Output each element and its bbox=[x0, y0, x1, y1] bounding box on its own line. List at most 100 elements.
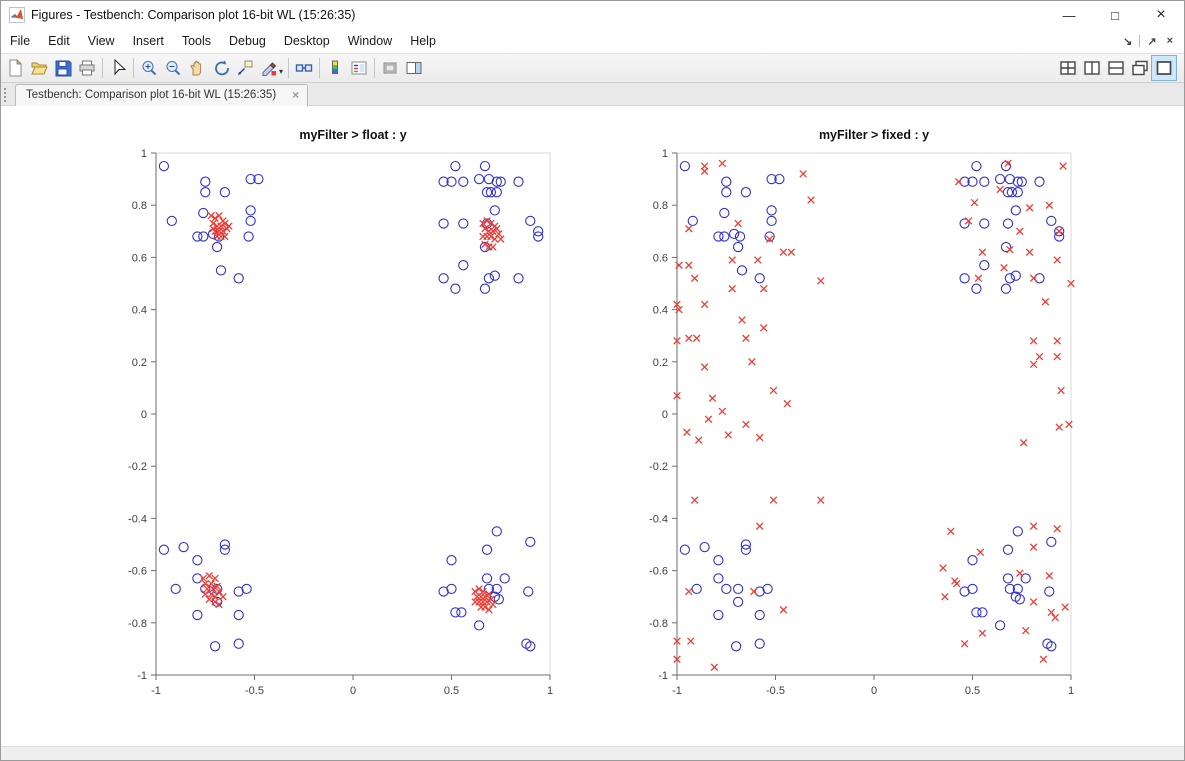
y-tick-label: 1 bbox=[141, 148, 147, 160]
pointer-icon[interactable] bbox=[106, 56, 130, 80]
y-tick-label: 0.2 bbox=[132, 357, 147, 369]
menu-help[interactable]: Help bbox=[410, 34, 436, 48]
plot-title: myFilter > float : y bbox=[299, 128, 406, 142]
y-tick-label: -0.6 bbox=[649, 566, 668, 578]
link-plots-icon[interactable] bbox=[292, 56, 316, 80]
x-tick-label: -0.5 bbox=[766, 685, 785, 697]
y-tick-label: -0.6 bbox=[128, 566, 147, 578]
tile-columns-icon[interactable] bbox=[1080, 56, 1104, 80]
tab-label: Testbench: Comparison plot 16-bit WL (15… bbox=[26, 89, 277, 101]
plot-title: myFilter > fixed : y bbox=[819, 128, 929, 142]
y-tick-label: -0.2 bbox=[128, 461, 147, 473]
menu-tools[interactable]: Tools bbox=[181, 34, 212, 48]
x-tick-label: 0.5 bbox=[965, 685, 980, 697]
y-tick-label: -0.8 bbox=[128, 618, 147, 630]
save-icon[interactable] bbox=[51, 56, 75, 80]
menu-debug[interactable]: Debug bbox=[229, 34, 266, 48]
window-title: Figures - Testbench: Comparison plot 16-… bbox=[31, 8, 356, 22]
dock-figure-icon[interactable]: ↘ bbox=[1123, 35, 1133, 48]
open-file-icon[interactable] bbox=[27, 56, 51, 80]
y-tick-label: 0.8 bbox=[132, 200, 147, 212]
print-icon[interactable] bbox=[75, 56, 99, 80]
figure-canvas: myFilter > float : y -1 -0.5 0 0.5 1 1 0.8 0.6 0.… bbox=[1, 106, 1184, 746]
y-tick-label: -1 bbox=[658, 670, 668, 682]
menu-view[interactable]: View bbox=[87, 34, 115, 48]
y-tick-label: 0.4 bbox=[653, 305, 668, 317]
menu-insert[interactable]: Insert bbox=[132, 34, 164, 48]
close-figure-icon[interactable]: × bbox=[1166, 35, 1173, 47]
y-tick-label: 0 bbox=[662, 409, 668, 421]
y-tick-label: 0.2 bbox=[653, 357, 668, 369]
colorbar-icon[interactable] bbox=[323, 56, 347, 80]
tab-bar: Testbench: Comparison plot 16-bit WL (15… bbox=[1, 83, 1184, 106]
tile-grid-icon[interactable] bbox=[1056, 56, 1080, 80]
pan-icon[interactable] bbox=[185, 56, 209, 80]
zoom-out-icon[interactable] bbox=[161, 56, 185, 80]
toolbar-separator bbox=[133, 58, 134, 78]
series-float-error bbox=[199, 211, 505, 614]
x-tick-label: -1 bbox=[151, 685, 161, 697]
data-cursor-icon[interactable] bbox=[233, 56, 257, 80]
x-tick-label: 0 bbox=[871, 685, 877, 697]
menu-edit[interactable]: Edit bbox=[48, 34, 70, 48]
toolbar-left-icons: ▾ bbox=[3, 56, 426, 80]
toolbar-layout-icons bbox=[1056, 55, 1184, 81]
tile-rows-icon[interactable] bbox=[1104, 56, 1128, 80]
show-plot-tools-icon[interactable] bbox=[402, 56, 426, 80]
undock-figure-icon[interactable]: ↗ bbox=[1147, 35, 1157, 48]
y-tick-label: -1 bbox=[137, 670, 147, 682]
x-tick-label: -1 bbox=[672, 685, 682, 697]
x-tick-label: -0.5 bbox=[245, 685, 264, 697]
plot-fixed: myFilter > fixed : y -1 -0.5 0 0.5 1 1 0.8 0.6 0.… bbox=[649, 128, 1075, 697]
toolbar-separator bbox=[288, 58, 290, 78]
toolbar-separator bbox=[319, 58, 321, 78]
zoom-in-icon[interactable] bbox=[137, 56, 161, 80]
title-bar: Figures - Testbench: Comparison plot 16-… bbox=[1, 1, 1184, 29]
menu-bar: File Edit View Insert Tools Debug Desktop Windo… bbox=[1, 29, 1184, 53]
close-button[interactable]: × bbox=[1156, 6, 1166, 23]
menu-file[interactable]: File bbox=[10, 34, 31, 48]
x-tick-label: 1 bbox=[1068, 685, 1074, 697]
menu-desktop[interactable]: Desktop bbox=[283, 34, 330, 48]
legend-icon[interactable] bbox=[347, 56, 371, 80]
series-float-output bbox=[158, 160, 544, 652]
y-tick-label: 0.8 bbox=[653, 200, 668, 212]
figure-toolbar: ▾ bbox=[1, 53, 1184, 83]
maximize-tab-icon[interactable] bbox=[1151, 55, 1177, 81]
y-tick-label: 1 bbox=[662, 148, 668, 160]
minimize-button[interactable]: — bbox=[1062, 7, 1076, 23]
y-tick-label: -0.8 bbox=[649, 618, 668, 630]
new-file-icon[interactable] bbox=[3, 56, 27, 80]
y-tick-label: 0.6 bbox=[132, 252, 147, 264]
dock-controls: ↘ ↗ × bbox=[1118, 35, 1184, 48]
float-windows-icon[interactable] bbox=[1128, 56, 1152, 80]
brush-icon[interactable] bbox=[257, 56, 281, 80]
series-fixed-output bbox=[679, 160, 1065, 652]
y-tick-label: -0.4 bbox=[128, 513, 147, 525]
tab-testbench-comparison[interactable]: Testbench: Comparison plot 16-bit WL (15… bbox=[15, 84, 309, 106]
y-tick-label: -0.4 bbox=[649, 513, 668, 525]
toolbar-separator bbox=[102, 58, 103, 78]
dock-separator bbox=[1139, 35, 1141, 47]
x-tick-label: 0.5 bbox=[444, 685, 459, 697]
rotate-3d-icon[interactable] bbox=[209, 56, 233, 80]
x-tick-label: 1 bbox=[547, 685, 553, 697]
series-fixed-error bbox=[673, 159, 1075, 671]
plot-float: myFilter > float : y -1 -0.5 0 0.5 1 1 0.8 0.6 0.… bbox=[128, 128, 553, 697]
window-controls: — □ × bbox=[1046, 1, 1184, 29]
y-tick-label: 0.4 bbox=[132, 305, 147, 317]
brush-dropdown-caret[interactable]: ▾ bbox=[279, 66, 284, 76]
menu-items: File Edit View Insert Tools Debug Desktop Windo… bbox=[1, 32, 445, 50]
maximize-button[interactable]: □ bbox=[1111, 7, 1119, 23]
y-tick-label: 0.6 bbox=[653, 252, 668, 264]
hide-plot-tools-icon[interactable] bbox=[378, 56, 402, 80]
tab-close-icon[interactable]: × bbox=[292, 88, 300, 102]
y-tick-label: 0 bbox=[141, 409, 147, 421]
bottom-strip bbox=[1, 746, 1184, 760]
matlab-app-icon bbox=[9, 7, 25, 23]
y-tick-label: -0.2 bbox=[649, 461, 668, 473]
x-tick-label: 0 bbox=[350, 685, 356, 697]
tab-drag-handle[interactable] bbox=[4, 88, 11, 102]
menu-window[interactable]: Window bbox=[347, 34, 393, 48]
